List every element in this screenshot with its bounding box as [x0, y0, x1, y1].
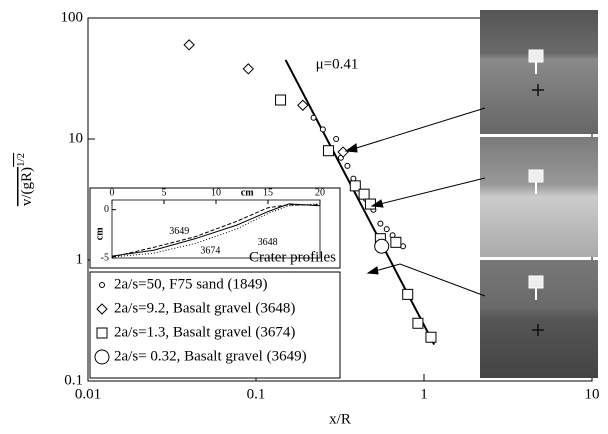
point — [310, 114, 317, 121]
point — [383, 226, 390, 233]
legend-label: 2a/s=1.3, Basalt gravel (3674) — [114, 324, 295, 340]
inset-y-tick-label: 0 — [104, 204, 109, 215]
profile-label: 3649 — [169, 226, 189, 237]
point — [333, 136, 340, 142]
point — [96, 303, 108, 315]
point — [358, 188, 370, 200]
inset-title: Crater profiles — [249, 249, 336, 265]
inset-x-tick-label: 20 — [315, 187, 325, 198]
point — [364, 198, 376, 210]
legend-box — [89, 271, 341, 379]
inset-x-tick-label: 5 — [162, 187, 167, 198]
legend-label: 2a/s=50, F75 sand (1849) — [114, 276, 267, 292]
point — [374, 238, 390, 254]
fit-label: μ=0.41 — [316, 56, 359, 72]
inset-box — [89, 187, 341, 269]
profile-label: 3648 — [258, 237, 278, 248]
x-tick-label: 1 — [420, 386, 428, 402]
inset-x-tick-label: 10 — [211, 187, 221, 198]
inset-x-tick-label: 15 — [263, 187, 273, 198]
y-tick-label: 100 — [61, 9, 84, 25]
x-axis-label: x/R — [329, 411, 351, 427]
point — [275, 94, 287, 106]
photo-markers — [528, 49, 544, 300]
inset: 0 5 10 15 20 -5 0 cm cm 3649 3648 3674 Crater profil… — [89, 187, 341, 269]
legend: 2a/s=50, F75 sand (1849) 2a/s=9.2, Basalt… — [89, 271, 341, 379]
point — [425, 331, 437, 343]
photos — [480, 10, 598, 378]
point — [99, 282, 105, 288]
y-tick-label: 1 — [76, 251, 84, 267]
x-tick-label: 10 — [585, 386, 600, 402]
point — [297, 99, 309, 111]
point — [349, 180, 361, 192]
point — [344, 162, 351, 169]
arrows — [344, 107, 486, 297]
point — [183, 39, 195, 51]
point — [402, 288, 414, 300]
inset-y-label: cm — [94, 227, 105, 240]
y-tick-label: 10 — [68, 130, 83, 146]
inset-y-tick-label: -5 — [101, 252, 109, 263]
inset-x-label: cm — [241, 187, 254, 198]
point — [390, 236, 402, 248]
x-tick-label: 0.01 — [75, 386, 101, 402]
profile-label: 3674 — [200, 246, 220, 257]
y-tick-label: 0.1 — [64, 372, 83, 388]
point — [96, 327, 108, 339]
x-tick-label: 0.1 — [247, 386, 266, 402]
photo-crosses — [532, 84, 544, 336]
profile-line — [111, 204, 320, 258]
y-axis-label-main: v/(gR) — [19, 167, 35, 206]
point — [377, 220, 384, 227]
point — [94, 349, 110, 365]
profile-line — [111, 203, 321, 257]
main-plot: 0.01 0.1 1 100.1110100x/Rv/(gR)1/2μ=0.412a/… — [15, 9, 600, 427]
legend-label: 2a/s=9.2, Basalt gravel (3648) — [114, 300, 295, 316]
photo — [480, 10, 598, 134]
inset-x-tick-label: 0 — [110, 187, 115, 198]
y-axis-label-sup: 1/2 — [15, 153, 27, 167]
point — [412, 317, 424, 329]
point — [319, 126, 326, 133]
photo — [480, 137, 598, 257]
point — [242, 63, 255, 75]
y-axis-label: v/(gR)1/2 — [15, 153, 36, 206]
point — [322, 145, 334, 157]
legend-label: 2a/s= 0.32, Basalt gravel (3649) — [114, 348, 307, 364]
